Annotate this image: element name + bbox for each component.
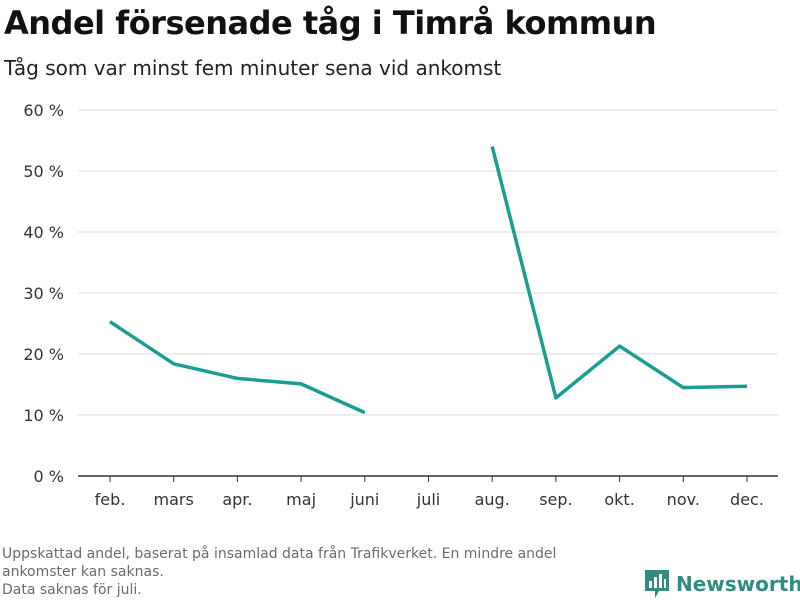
footnote: Uppskattad andel, baserat på insamlad da… xyxy=(2,545,622,599)
footnote-line-1: Uppskattad andel, baserat på insamlad da… xyxy=(2,546,557,580)
x-tick-label: nov. xyxy=(667,490,700,509)
footnote-line-2: Data saknas för juli. xyxy=(2,582,142,598)
chart-subtitle: Tåg som var minst fem minuter sena vid a… xyxy=(4,56,502,80)
x-tick-label: sep. xyxy=(539,490,572,509)
y-tick-label: 30 % xyxy=(23,284,64,303)
x-tick-label: aug. xyxy=(475,490,510,509)
x-tick-label: apr. xyxy=(222,490,252,509)
y-tick-label: 50 % xyxy=(23,162,64,181)
grid-lines xyxy=(78,109,778,416)
series-lines xyxy=(109,146,748,415)
y-tick-label: 0 % xyxy=(34,467,64,486)
x-tick-label: juni xyxy=(349,490,379,509)
series-line-segment xyxy=(109,320,366,415)
y-tick-label: 20 % xyxy=(23,345,64,364)
logo-text: Newsworthy xyxy=(676,572,800,596)
newsworthy-logo-icon xyxy=(645,570,669,598)
y-axis-ticks: 0 % 10 % 20 % 30 % 40 % 50 % 60 % xyxy=(23,101,64,486)
x-tick-label: dec. xyxy=(730,490,764,509)
y-tick-label: 60 % xyxy=(23,101,64,120)
y-tick-label: 40 % xyxy=(23,223,64,242)
y-tick-label: 10 % xyxy=(23,406,64,425)
x-tick-label: feb. xyxy=(95,490,126,509)
x-tick-label: juli xyxy=(416,490,440,509)
newsworthy-logo: Newsworthy xyxy=(644,569,800,599)
line-chart: 0 % 10 % 20 % 30 % 40 % 50 % 60 % feb. mars apr.… xyxy=(23,101,778,509)
chart-title: Andel försenade tåg i Timrå kommun xyxy=(4,4,657,42)
x-axis: feb. mars apr. maj juni juli aug. sep. okt. nov. d… xyxy=(78,475,778,509)
x-tick-label: okt. xyxy=(604,490,634,509)
x-tick-label: maj xyxy=(286,490,316,509)
series-line-segment xyxy=(490,146,748,400)
x-tick-label: mars xyxy=(154,490,194,509)
